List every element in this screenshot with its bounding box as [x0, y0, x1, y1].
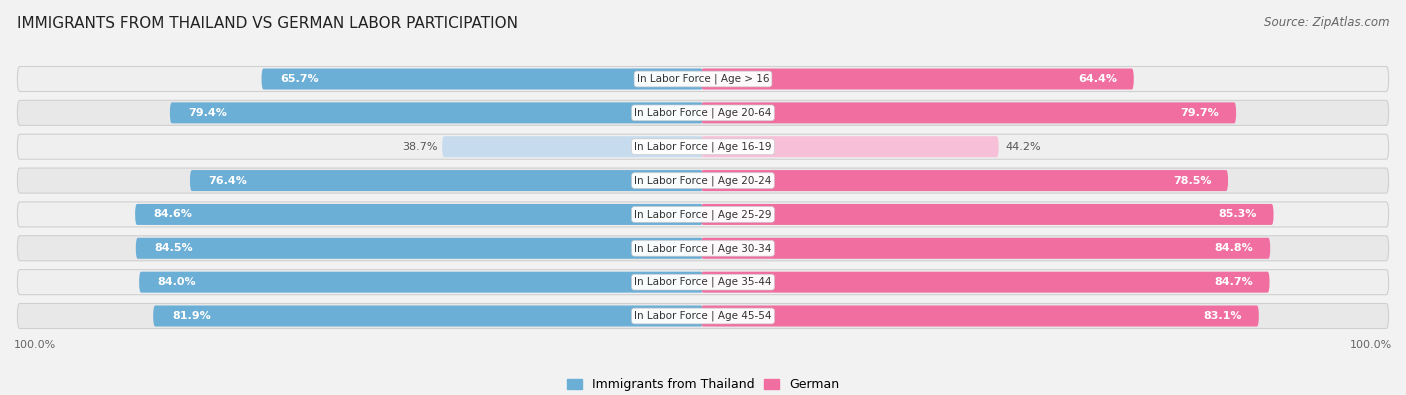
Text: 65.7%: 65.7% — [280, 74, 319, 84]
Text: In Labor Force | Age 30-34: In Labor Force | Age 30-34 — [634, 243, 772, 254]
FancyBboxPatch shape — [17, 66, 1389, 92]
FancyBboxPatch shape — [702, 272, 1270, 293]
Text: 79.7%: 79.7% — [1181, 108, 1219, 118]
Text: 84.7%: 84.7% — [1213, 277, 1253, 287]
Text: Source: ZipAtlas.com: Source: ZipAtlas.com — [1264, 16, 1389, 29]
Text: 44.2%: 44.2% — [1005, 142, 1040, 152]
FancyBboxPatch shape — [702, 68, 1133, 90]
FancyBboxPatch shape — [135, 204, 703, 225]
FancyBboxPatch shape — [153, 305, 703, 327]
FancyBboxPatch shape — [136, 238, 703, 259]
FancyBboxPatch shape — [17, 303, 1389, 329]
Text: 79.4%: 79.4% — [188, 108, 228, 118]
Text: 84.6%: 84.6% — [153, 209, 193, 220]
Text: In Labor Force | Age 16-19: In Labor Force | Age 16-19 — [634, 141, 772, 152]
Text: 81.9%: 81.9% — [172, 311, 211, 321]
Text: 84.5%: 84.5% — [155, 243, 193, 253]
FancyBboxPatch shape — [702, 136, 998, 157]
Text: 100.0%: 100.0% — [1350, 340, 1392, 350]
FancyBboxPatch shape — [17, 270, 1389, 295]
Text: 84.0%: 84.0% — [157, 277, 197, 287]
Text: In Labor Force | Age 25-29: In Labor Force | Age 25-29 — [634, 209, 772, 220]
Text: 84.8%: 84.8% — [1215, 243, 1254, 253]
Text: In Labor Force | Age 20-64: In Labor Force | Age 20-64 — [634, 107, 772, 118]
FancyBboxPatch shape — [190, 170, 703, 191]
FancyBboxPatch shape — [139, 272, 703, 293]
FancyBboxPatch shape — [702, 238, 1270, 259]
Text: 78.5%: 78.5% — [1173, 175, 1212, 186]
Legend: Immigrants from Thailand, German: Immigrants from Thailand, German — [561, 373, 845, 395]
FancyBboxPatch shape — [17, 202, 1389, 227]
FancyBboxPatch shape — [170, 102, 703, 123]
Text: 76.4%: 76.4% — [208, 175, 247, 186]
FancyBboxPatch shape — [702, 170, 1227, 191]
FancyBboxPatch shape — [17, 134, 1389, 159]
Text: In Labor Force | Age > 16: In Labor Force | Age > 16 — [637, 74, 769, 84]
Text: In Labor Force | Age 35-44: In Labor Force | Age 35-44 — [634, 277, 772, 288]
FancyBboxPatch shape — [262, 68, 703, 90]
Text: In Labor Force | Age 45-54: In Labor Force | Age 45-54 — [634, 311, 772, 321]
FancyBboxPatch shape — [17, 100, 1389, 125]
Text: 64.4%: 64.4% — [1078, 74, 1116, 84]
FancyBboxPatch shape — [702, 102, 1236, 123]
FancyBboxPatch shape — [702, 204, 1274, 225]
FancyBboxPatch shape — [441, 136, 703, 157]
FancyBboxPatch shape — [17, 168, 1389, 193]
FancyBboxPatch shape — [17, 236, 1389, 261]
Text: IMMIGRANTS FROM THAILAND VS GERMAN LABOR PARTICIPATION: IMMIGRANTS FROM THAILAND VS GERMAN LABOR… — [17, 16, 517, 31]
Text: 100.0%: 100.0% — [14, 340, 56, 350]
FancyBboxPatch shape — [702, 305, 1258, 327]
Text: 85.3%: 85.3% — [1219, 209, 1257, 220]
Text: 38.7%: 38.7% — [402, 142, 437, 152]
Text: 83.1%: 83.1% — [1204, 311, 1241, 321]
Text: In Labor Force | Age 20-24: In Labor Force | Age 20-24 — [634, 175, 772, 186]
